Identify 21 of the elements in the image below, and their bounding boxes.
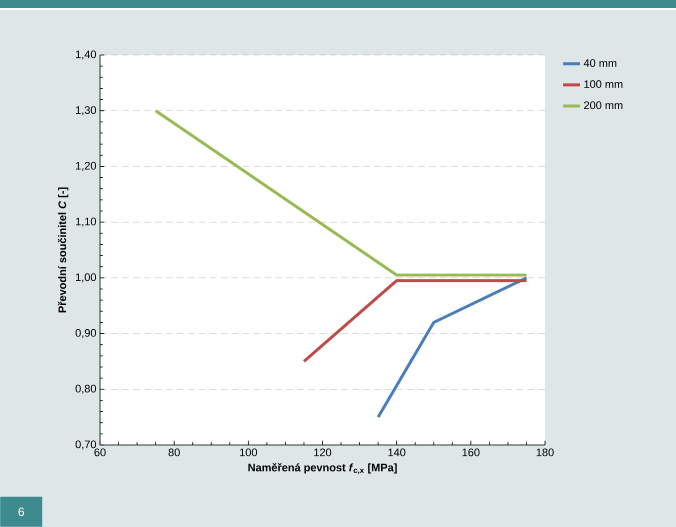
- y-tick-label: 1,40: [76, 50, 96, 60]
- y-tick-label: 1,00: [76, 273, 96, 282]
- x-tick-label: 160: [462, 448, 480, 456]
- x-tick-label: 120: [314, 448, 332, 456]
- x-tick-label: 100: [240, 448, 258, 456]
- x-tick-label: 80: [168, 448, 180, 456]
- y-tick-label: 0,70: [76, 440, 96, 450]
- y-tick-label: 1,30: [76, 106, 96, 116]
- y-tick-label: 1,10: [76, 218, 96, 227]
- text: 6: [18, 508, 24, 516]
- y-tick-label: 1,20: [76, 162, 96, 171]
- legend-label: 100 mm: [584, 80, 622, 88]
- x-tick-label: 140: [388, 448, 406, 456]
- y-tick-label: 0,80: [76, 384, 96, 394]
- y-axis-title: Převodní součinitel C [-]: [58, 188, 68, 312]
- x-axis-title: Naměřená pevnost f$_{c,x}$ [MPa]: [248, 463, 397, 474]
- legend-label: 200 mm: [584, 101, 622, 110]
- legend-label: 40 mm: [584, 59, 616, 67]
- y-tick-label: 0,90: [76, 329, 96, 338]
- x-tick-label: 180: [536, 448, 554, 456]
- x-tick-label: 60: [94, 448, 106, 456]
